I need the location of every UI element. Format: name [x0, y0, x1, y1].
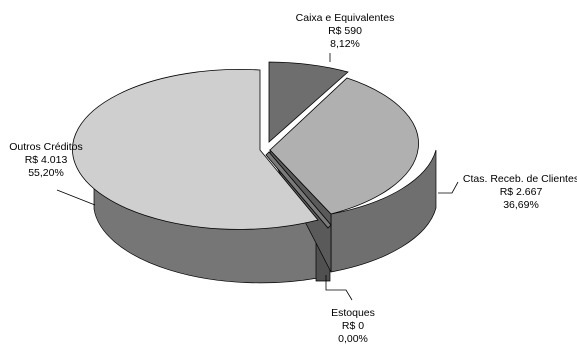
label-outros-creditos: Outros Créditos R$ 4.013 55,20%	[9, 141, 83, 179]
slice-ctas-receb	[269, 77, 419, 215]
slice-label: Outros Créditos	[9, 141, 83, 153]
slice-label: Caixa e Equivalentes	[296, 12, 395, 24]
slice-value: R$ 0	[342, 320, 364, 332]
slice-percent: 36,69%	[503, 199, 539, 211]
slice-percent: 0,00%	[338, 333, 368, 344]
leader-line-ctas	[438, 181, 459, 194]
label-estoques: Estoques R$ 0 0,00%	[331, 307, 375, 344]
slice-caixa-equivalentes	[268, 61, 349, 143]
slice-estoques	[265, 151, 332, 229]
slice-percent: 8,12%	[330, 38, 360, 50]
slice-label: Estoques	[331, 307, 375, 319]
slice-percent: 55,20%	[28, 167, 64, 179]
leader-line-outros	[56, 189, 96, 206]
label-caixa-equivalentes: Caixa e Equivalentes R$ 590 8,12%	[296, 12, 395, 50]
label-ctas-receb: Ctas. Receb. de Clientes R$ 2.667 36,69%	[463, 173, 577, 211]
leader-line-estoques	[325, 275, 353, 301]
slice-label: Ctas. Receb. de Clientes	[463, 173, 577, 185]
slice-value: R$ 4.013	[25, 154, 68, 166]
slice-value: R$ 2.667	[500, 186, 543, 198]
slice-outros-creditos	[72, 68, 319, 230]
slice-value: R$ 590	[328, 25, 362, 37]
